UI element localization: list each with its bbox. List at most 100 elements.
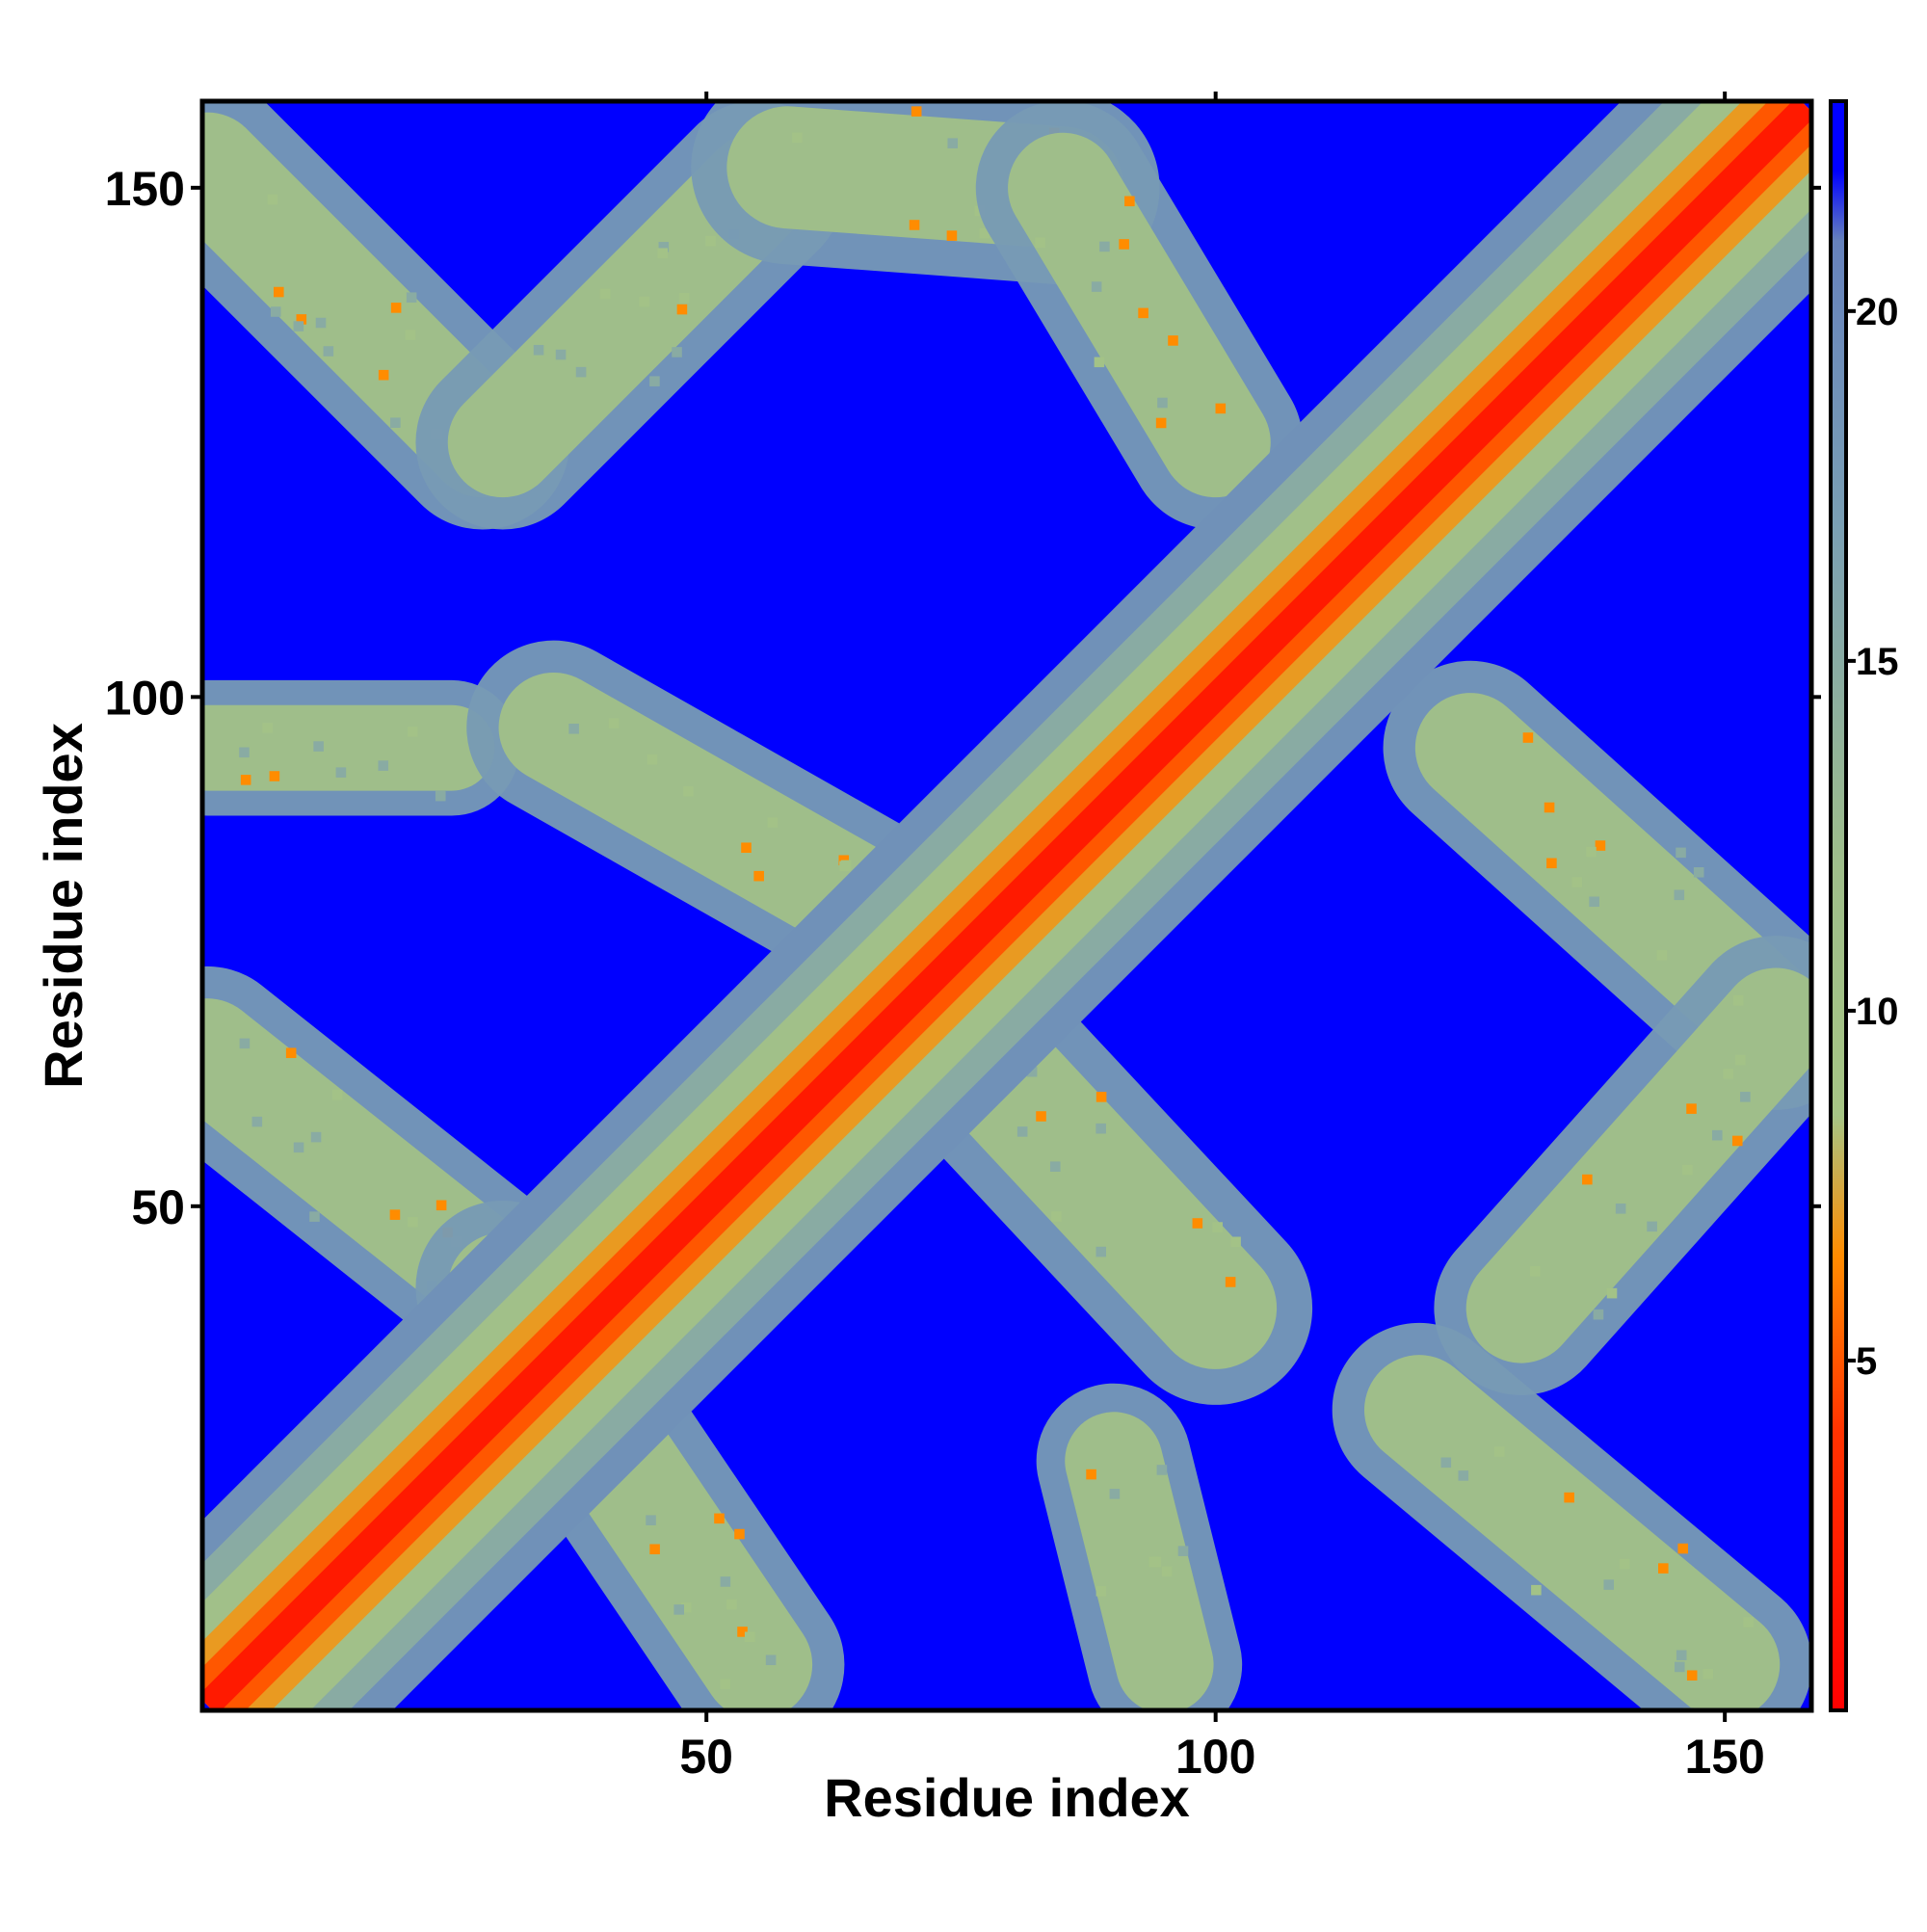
- contact-cell: [1546, 858, 1557, 869]
- contact-cell: [608, 718, 620, 728]
- colorbar-tick-label: 20: [1856, 291, 1899, 333]
- contact-cell: [1138, 307, 1148, 319]
- contact-cell: [568, 724, 579, 734]
- contact-cell: [315, 317, 327, 329]
- contact-cell: [1711, 1129, 1723, 1141]
- contact-cell: [1703, 1668, 1714, 1680]
- contact-cell: [436, 1200, 447, 1211]
- x-tick-label: 150: [1684, 1730, 1764, 1784]
- contact-cell: [979, 227, 990, 239]
- contact-cell: [262, 723, 273, 733]
- contact-cell: [649, 1544, 660, 1555]
- contact-cell: [1095, 1123, 1106, 1134]
- contact-cell: [1682, 1164, 1693, 1176]
- contact-cell: [1177, 1546, 1189, 1556]
- colorbar-frame: [1829, 99, 1848, 1712]
- contact-cell: [296, 314, 307, 325]
- contact-cell: [1732, 995, 1744, 1006]
- contact-cell: [1230, 1236, 1241, 1248]
- contact-cell: [947, 138, 959, 148]
- contact-cell: [1099, 241, 1110, 252]
- contact-cell: [1615, 1203, 1626, 1214]
- contact-cell: [240, 775, 251, 785]
- contact-cell: [1619, 1558, 1630, 1570]
- contact-cell: [909, 220, 920, 230]
- contact-band-core: [1065, 1412, 1214, 1710]
- contact-cell: [647, 754, 658, 765]
- contact-cell: [1094, 357, 1105, 368]
- contact-cell: [1035, 237, 1045, 249]
- contact-cell: [678, 293, 690, 304]
- contact-cell: [323, 346, 334, 357]
- contact-cell: [335, 767, 347, 778]
- contact-cell: [1157, 397, 1168, 409]
- contact-cell: [313, 741, 324, 752]
- contact-cell: [1156, 1465, 1168, 1475]
- contact-cell: [753, 870, 764, 882]
- contact-cell: [1693, 866, 1704, 878]
- contact-cell: [1026, 1066, 1038, 1077]
- x-tick-label: 50: [679, 1730, 733, 1784]
- contact-cell: [1593, 1309, 1604, 1320]
- contact-cell: [1212, 1222, 1223, 1232]
- contact-cell: [1571, 877, 1583, 887]
- contact-cell: [1544, 802, 1555, 813]
- contact-cell: [1686, 1670, 1698, 1681]
- contact-cell: [1458, 1470, 1469, 1481]
- contact-cell: [1016, 1126, 1028, 1137]
- contact-cell: [673, 1604, 685, 1615]
- contact-cell: [1155, 417, 1167, 429]
- contact-cell: [1051, 1211, 1062, 1222]
- contact-cell: [705, 235, 716, 247]
- contact-cell: [390, 303, 402, 313]
- contact-cell: [1657, 1563, 1669, 1574]
- contact-cell: [1677, 1543, 1689, 1554]
- contact-cell: [1743, 1617, 1754, 1628]
- contact-cell: [405, 330, 416, 340]
- contact-cell: [1440, 1457, 1452, 1469]
- contact-cell: [1493, 1446, 1505, 1457]
- contact-cell: [720, 1679, 731, 1690]
- colorbar-tick-label: 5: [1856, 1340, 1877, 1383]
- colorbar: 5 10 15 20: [1829, 99, 1899, 1712]
- contact-cell: [273, 286, 284, 298]
- contact-cell: [741, 842, 752, 854]
- contact-cell: [267, 194, 278, 205]
- contact-cell: [1109, 1489, 1121, 1499]
- contact-cell: [646, 1515, 656, 1525]
- contact-cell: [575, 366, 587, 378]
- y-tick-label: 150: [105, 162, 185, 216]
- contact-cell: [1731, 1135, 1743, 1147]
- contact-cell: [309, 1211, 320, 1222]
- plot-area: [202, 101, 1811, 1710]
- contact-cell: [657, 248, 669, 259]
- contact-cell: [1734, 1054, 1746, 1066]
- contact-cell: [1740, 1092, 1751, 1102]
- contact-cell: [1086, 1469, 1096, 1480]
- contact-cell: [1036, 1111, 1046, 1122]
- contact-cell: [1150, 1556, 1162, 1568]
- contact-cell: [720, 1576, 731, 1587]
- contact-cell: [1192, 1218, 1203, 1229]
- contact-cell: [1124, 196, 1135, 207]
- contact-cell: [765, 1654, 777, 1666]
- contact-cell: [389, 1209, 401, 1220]
- contact-cell: [676, 304, 688, 315]
- contact-cell: [270, 306, 281, 317]
- colorbar-tick-label: 15: [1856, 641, 1899, 683]
- y-tick-label: 50: [131, 1180, 185, 1234]
- contact-cell: [744, 1631, 755, 1643]
- contact-cell: [1586, 846, 1597, 858]
- contact-cell: [251, 1116, 263, 1127]
- contact-cell: [1225, 1277, 1236, 1287]
- contact-cell: [408, 1217, 418, 1228]
- contact-cell: [1603, 1579, 1615, 1590]
- contact-cell: [734, 1528, 745, 1540]
- x-axis-title: Residue index: [824, 1767, 1190, 1828]
- contact-cell: [533, 344, 544, 356]
- contact-cell: [714, 1513, 725, 1524]
- plot-frame: [199, 98, 1814, 1713]
- contact-cell: [239, 1038, 251, 1049]
